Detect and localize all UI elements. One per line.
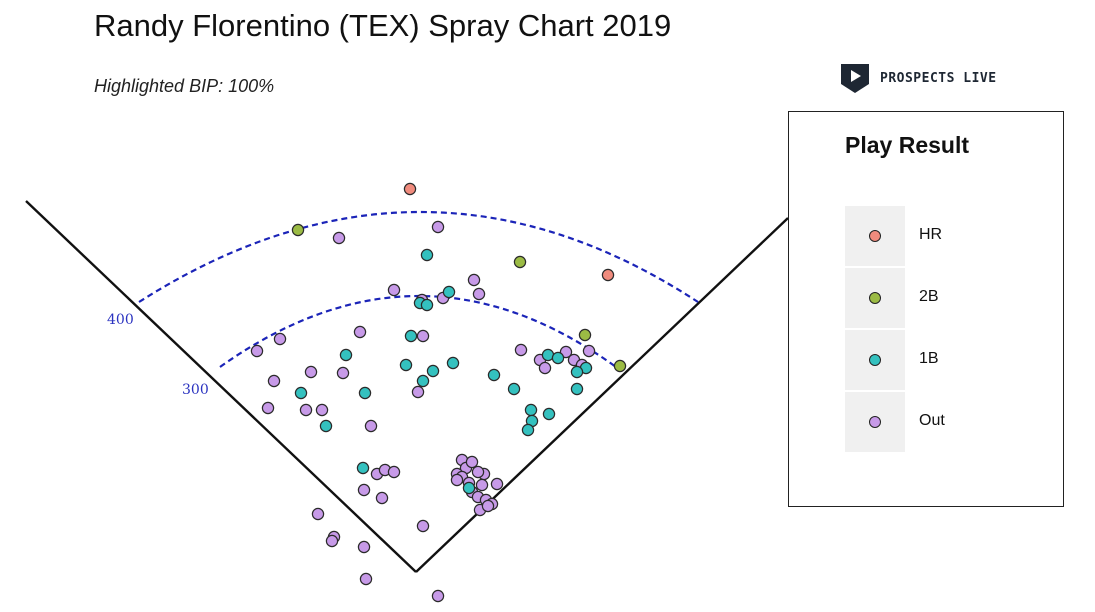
point-out[interactable] <box>481 499 495 513</box>
point-out[interactable] <box>514 343 528 357</box>
legend-swatch <box>845 268 905 328</box>
point-1b[interactable] <box>551 351 565 365</box>
point-2b[interactable] <box>578 328 592 342</box>
point-out[interactable] <box>538 361 552 375</box>
point-out[interactable] <box>582 344 596 358</box>
point-out[interactable] <box>299 403 313 417</box>
point-1b[interactable] <box>319 419 333 433</box>
field-layer: 300 400 <box>25 200 789 573</box>
point-2b[interactable] <box>613 359 627 373</box>
point-out[interactable] <box>431 220 445 234</box>
legend-dot-1b <box>869 354 881 366</box>
legend-label: Out <box>919 412 945 429</box>
point-out[interactable] <box>261 401 275 415</box>
point-1b[interactable] <box>524 403 538 417</box>
left-foul-line <box>25 200 417 573</box>
point-out[interactable] <box>431 589 445 603</box>
point-out[interactable] <box>416 519 430 533</box>
point-out[interactable] <box>364 419 378 433</box>
point-out[interactable] <box>387 465 401 479</box>
legend-swatch <box>845 206 905 266</box>
legend-label: HR <box>919 226 943 243</box>
point-2b[interactable] <box>291 223 305 237</box>
point-out[interactable] <box>357 483 371 497</box>
point-1b[interactable] <box>570 365 584 379</box>
point-1b[interactable] <box>542 407 556 421</box>
point-out[interactable] <box>467 273 481 287</box>
point-1b[interactable] <box>356 461 370 475</box>
prospects-live-logo: PROSPECTS LIVE <box>840 62 997 94</box>
point-1b[interactable] <box>399 358 413 372</box>
point-out[interactable] <box>471 465 485 479</box>
legend-panel: Play Result HR 2B 1B Out <box>788 111 1064 507</box>
point-out[interactable] <box>315 403 329 417</box>
logo-text: PROSPECTS LIVE <box>880 70 997 86</box>
legend-dot-2b <box>869 292 881 304</box>
legend-title: Play Result <box>845 132 969 158</box>
point-1b[interactable] <box>404 329 418 343</box>
legend-label: 1B <box>919 350 939 367</box>
arc-label-400: 400 <box>107 312 134 328</box>
legend-item-1b[interactable]: 1B <box>845 330 1025 390</box>
point-1b[interactable] <box>442 285 456 299</box>
legend-item-out[interactable]: Out <box>845 392 1025 452</box>
point-1b[interactable] <box>416 374 430 388</box>
chart-subtitle: Highlighted BIP: 100% <box>94 76 275 96</box>
point-out[interactable] <box>411 385 425 399</box>
point-out[interactable] <box>336 366 350 380</box>
point-out[interactable] <box>375 491 389 505</box>
point-1b[interactable] <box>507 382 521 396</box>
point-out[interactable] <box>273 332 287 346</box>
point-1b[interactable] <box>446 356 460 370</box>
point-out[interactable] <box>325 534 339 548</box>
point-hr[interactable] <box>403 182 417 196</box>
point-out[interactable] <box>416 329 430 343</box>
legend-dot-hr <box>869 230 881 242</box>
point-1b[interactable] <box>462 481 476 495</box>
point-1b[interactable] <box>420 298 434 312</box>
point-hr[interactable] <box>601 268 615 282</box>
point-out[interactable] <box>332 231 346 245</box>
point-out[interactable] <box>490 477 504 491</box>
point-out[interactable] <box>387 283 401 297</box>
point-1b[interactable] <box>521 423 535 437</box>
point-out[interactable] <box>359 572 373 586</box>
arc-400-ft <box>138 210 699 303</box>
right-foul-line <box>415 217 789 573</box>
legend-item-hr[interactable]: HR <box>845 206 1025 266</box>
point-1b[interactable] <box>570 382 584 396</box>
point-out[interactable] <box>250 344 264 358</box>
legend-dot-out <box>869 416 881 428</box>
arc-label-300: 300 <box>182 382 209 398</box>
point-1b[interactable] <box>294 386 308 400</box>
point-out[interactable] <box>472 287 486 301</box>
point-out[interactable] <box>465 455 479 469</box>
batted-ball-points <box>250 182 627 603</box>
legend-item-2b[interactable]: 2B <box>845 268 1025 328</box>
legend-swatch <box>845 392 905 452</box>
point-out[interactable] <box>267 374 281 388</box>
point-2b[interactable] <box>513 255 527 269</box>
point-1b[interactable] <box>487 368 501 382</box>
point-out[interactable] <box>311 507 325 521</box>
point-1b[interactable] <box>339 348 353 362</box>
point-1b[interactable] <box>420 248 434 262</box>
point-out[interactable] <box>475 478 489 492</box>
legend-label: 2B <box>919 288 939 305</box>
chart-title: Randy Florentino (TEX) Spray Chart 2019 <box>94 8 672 43</box>
point-out[interactable] <box>304 365 318 379</box>
point-1b[interactable] <box>426 364 440 378</box>
play-shield-icon <box>841 64 869 93</box>
point-out[interactable] <box>450 473 464 487</box>
point-out[interactable] <box>357 540 371 554</box>
point-1b[interactable] <box>358 386 372 400</box>
point-out[interactable] <box>353 325 367 339</box>
legend-swatch <box>845 330 905 390</box>
